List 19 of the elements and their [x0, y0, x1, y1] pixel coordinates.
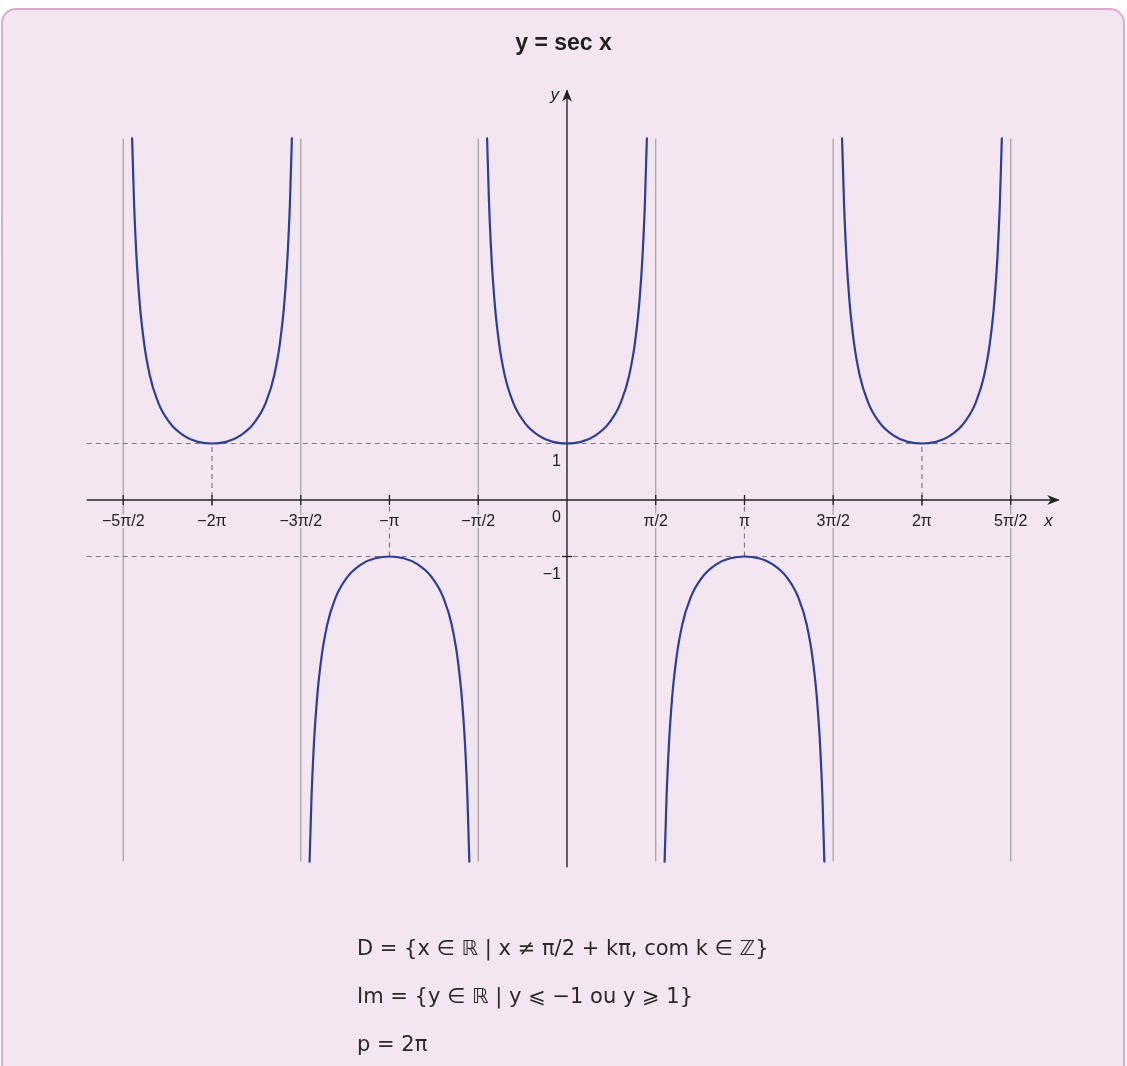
y-axis-title: y — [549, 85, 561, 105]
x-tick-label: −π — [379, 512, 400, 530]
x-tick-label: −π/2 — [461, 512, 496, 530]
x-tick-label: −3π/2 — [279, 512, 323, 530]
y-tick-label: −1 — [542, 564, 562, 582]
x-tick-label: π — [738, 512, 751, 530]
x-tick-label: 2π — [911, 512, 932, 530]
x-tick-label: −5π/2 — [101, 512, 145, 530]
x-tick-label: −2π — [197, 512, 227, 530]
x-tick-label: 5π/2 — [994, 512, 1028, 530]
text: D = {x ∈ ℝ | x ≠ π/2 + kπ, com k ∈ ℤ} — [357, 936, 769, 961]
text: p = 2π — [357, 1032, 428, 1056]
y-tick-label: 0 — [552, 508, 562, 526]
chart-title: y = sec x — [515, 29, 612, 55]
x-tick-label: π/2 — [643, 512, 669, 530]
x-tick-label: 3π/2 — [816, 512, 850, 530]
y-tick-label: 1 — [552, 451, 562, 469]
x-axis-title: x — [1043, 511, 1054, 531]
text: Im = {y ∈ ℝ | y ⩽ −1 ou y ⩾ 1} — [357, 984, 694, 1009]
